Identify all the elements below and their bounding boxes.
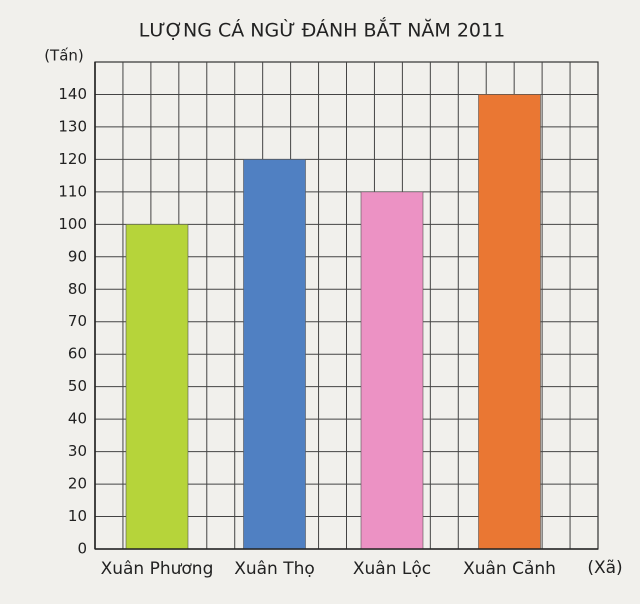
x-tick-label: Xuân Cảnh xyxy=(463,559,556,579)
y-tick-label: 60 xyxy=(68,345,87,363)
bar xyxy=(125,224,189,550)
y-tick-label: 40 xyxy=(68,410,87,428)
y-tick-label: 50 xyxy=(68,377,87,395)
y-tick-label: 30 xyxy=(68,442,87,460)
x-tick-label: Xuân Thọ xyxy=(234,559,315,579)
bar xyxy=(360,191,424,550)
y-tick-label: 120 xyxy=(58,150,87,168)
bar xyxy=(478,94,541,550)
y-tick-label: 70 xyxy=(68,312,87,330)
bar xyxy=(243,159,306,550)
y-tick-label: 100 xyxy=(58,215,87,233)
x-axis-label: (Xã) xyxy=(587,558,622,578)
y-axis-label: (Tấn) xyxy=(44,47,84,65)
x-tick-label: Xuân Lộc xyxy=(353,559,431,579)
y-tick-label: 110 xyxy=(58,182,87,200)
chart-title: LƯỢNG CÁ NGỪ ĐÁNH BẮT NĂM 2011 xyxy=(139,16,505,42)
y-tick-label: 0 xyxy=(77,540,87,558)
y-tick-label: 20 xyxy=(68,475,87,493)
y-tick-label: 80 xyxy=(68,280,87,298)
x-tick-label: Xuân Phương xyxy=(101,559,214,579)
y-tick-label: 10 xyxy=(68,507,87,525)
y-tick-label: 130 xyxy=(58,117,87,135)
y-tick-label: 90 xyxy=(68,247,87,265)
y-tick-label: 140 xyxy=(58,85,87,103)
